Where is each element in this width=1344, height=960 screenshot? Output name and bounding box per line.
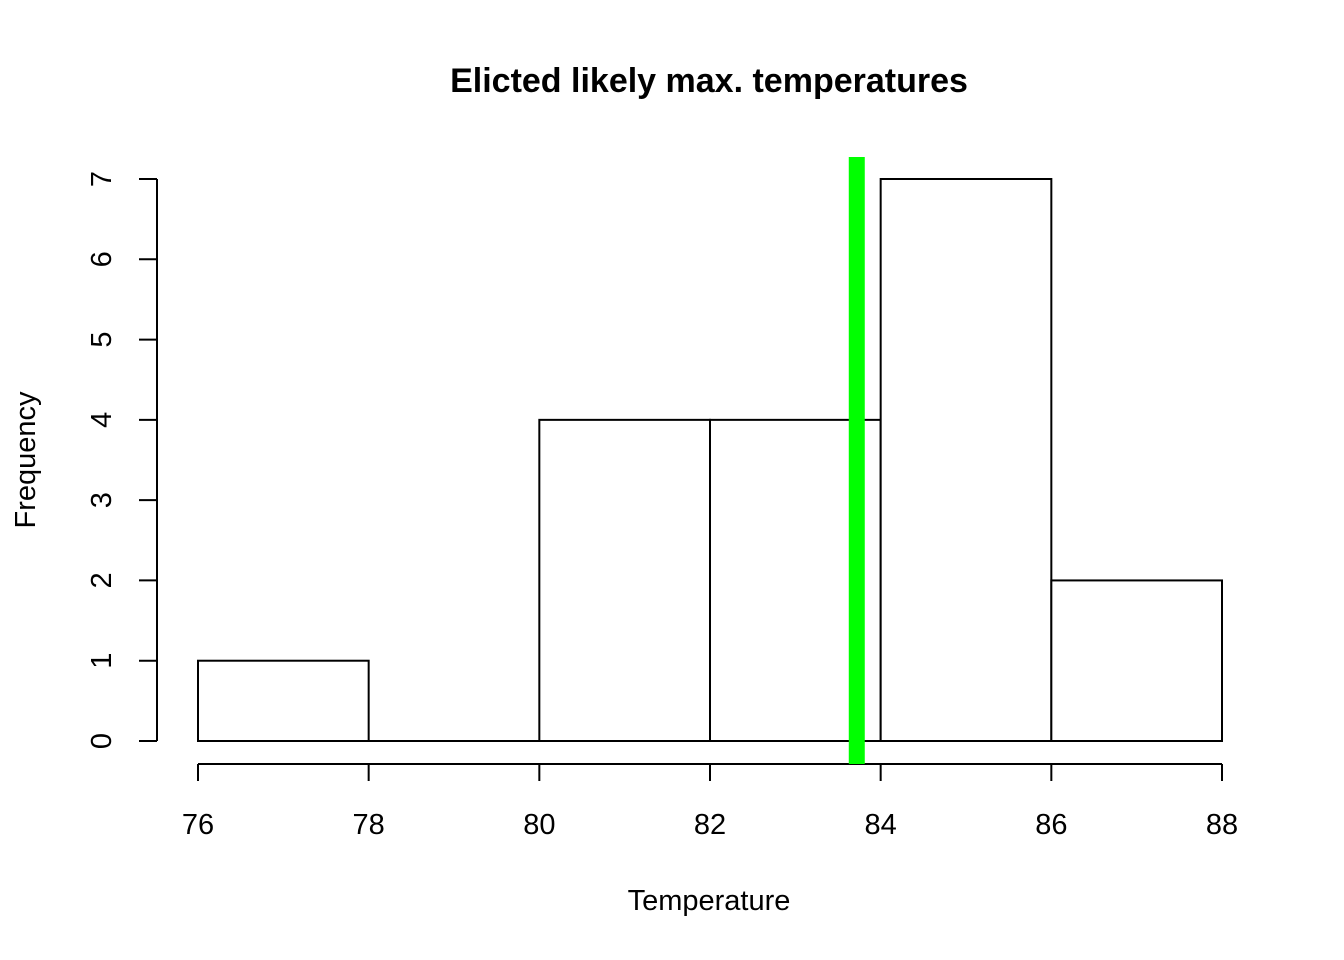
y-tick-label: 2 [86, 572, 118, 588]
y-tick-label: 5 [86, 332, 118, 348]
histogram-bar [197, 659, 370, 743]
x-tick-label: 86 [1035, 809, 1067, 841]
x-axis-label: Temperature [628, 885, 791, 917]
y-tick-label: 7 [86, 171, 118, 187]
y-axis: 0 1 2 3 4 5 6 7 [86, 171, 158, 749]
y-tick-label: 4 [86, 412, 118, 428]
x-tick-label: 84 [865, 809, 897, 841]
bars-group [197, 178, 1224, 743]
x-axis: 76 78 80 82 84 86 88 [182, 763, 1238, 841]
x-tick-label: 76 [182, 809, 214, 841]
histogram-bar [538, 418, 711, 742]
x-tick-label: 82 [694, 809, 726, 841]
x-tick-label: 80 [523, 809, 555, 841]
x-tick-label: 88 [1206, 809, 1238, 841]
y-tick-label: 0 [86, 733, 118, 749]
x-tick-label: 78 [353, 809, 385, 841]
chart-title: Elicted likely max. temperatures [450, 62, 968, 100]
histogram-bar [879, 178, 1053, 742]
y-tick-label: 6 [86, 251, 118, 267]
histogram-bar [1050, 579, 1224, 743]
y-tick-label: 3 [86, 492, 118, 508]
y-tick-label: 1 [86, 653, 118, 669]
y-axis-label: Frequency [10, 391, 42, 529]
